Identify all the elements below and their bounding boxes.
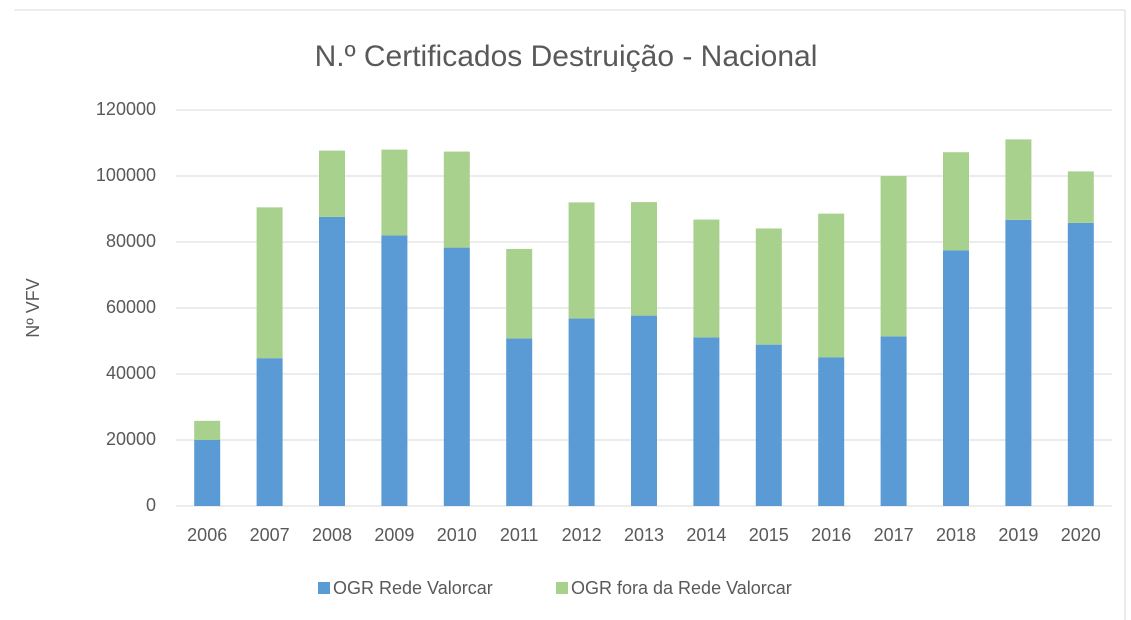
bar-segment [506, 248, 533, 339]
x-tick-label: 2006 [187, 525, 227, 545]
x-tick-label: 2019 [998, 525, 1038, 545]
legend-swatch [556, 582, 568, 594]
bar-segment [568, 318, 595, 506]
y-tick-label: 80000 [106, 231, 156, 251]
chart-border [14, 9, 1126, 620]
legend-label: OGR Rede Valorcar [333, 578, 493, 598]
bar-segment [443, 151, 470, 248]
bar-segment [693, 337, 720, 506]
bar-segment [256, 358, 283, 506]
x-tick-label: 2014 [686, 525, 726, 545]
bar-segment [256, 207, 283, 359]
bar-segment [194, 420, 221, 440]
bar-segment [194, 440, 221, 506]
y-tick-label: 120000 [96, 99, 156, 119]
legend-label: OGR fora da Rede Valorcar [571, 578, 792, 598]
x-tick-label: 2009 [374, 525, 414, 545]
x-tick-label: 2018 [936, 525, 976, 545]
legend-swatch [318, 582, 330, 594]
bar-segment [1067, 171, 1094, 223]
x-tick-label: 2007 [250, 525, 290, 545]
bar-segment [818, 213, 845, 358]
bar-segment [506, 338, 533, 506]
y-tick-label: 40000 [106, 363, 156, 383]
y-tick-label: 20000 [106, 429, 156, 449]
bar-segment [818, 357, 845, 506]
y-tick-label: 60000 [106, 297, 156, 317]
bar-segment [381, 149, 408, 236]
bar-segment [319, 150, 345, 217]
chart-title: N.º Certificados Destruição - Nacional [315, 40, 818, 73]
bar-segment [880, 336, 907, 506]
x-tick-label: 2017 [874, 525, 914, 545]
y-tick-label: 100000 [96, 165, 156, 185]
bar-segment [1005, 139, 1032, 220]
x-tick-label: 2013 [624, 525, 664, 545]
x-tick-label: 2016 [811, 525, 851, 545]
x-tick-label: 2008 [312, 525, 352, 545]
bar-segment [568, 202, 595, 319]
bar-segment [943, 152, 969, 251]
x-tick-label: 2010 [437, 525, 477, 545]
bar-segment [755, 228, 782, 345]
bar-segment [631, 202, 657, 316]
bar-segment [1005, 219, 1032, 506]
bar-segment [693, 219, 720, 338]
x-tick-label: 2015 [749, 525, 789, 545]
bar-segment [755, 344, 782, 506]
x-tick-label: 2020 [1061, 525, 1101, 545]
bar-segment [319, 216, 345, 507]
bar-segment [943, 250, 969, 506]
x-tick-label: 2012 [562, 525, 602, 545]
bar-segment [631, 315, 657, 506]
bar-segment [443, 247, 470, 507]
bar-segment [880, 176, 907, 337]
x-tick-label: 2011 [500, 525, 539, 545]
bar-segment [381, 235, 408, 506]
bar-segment [1067, 222, 1094, 507]
y-tick-label: 0 [146, 495, 156, 515]
y-axis-label: Nº VFV [23, 278, 43, 338]
